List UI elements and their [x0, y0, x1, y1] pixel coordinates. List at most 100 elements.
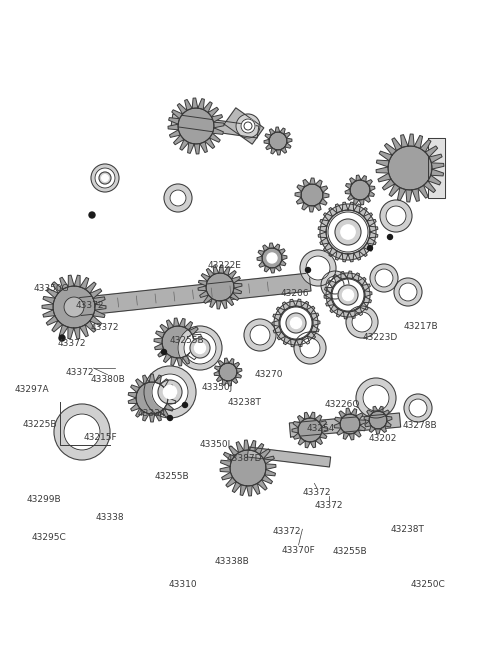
Polygon shape — [236, 368, 242, 373]
Polygon shape — [212, 115, 223, 122]
Polygon shape — [337, 428, 344, 435]
Text: 43350L: 43350L — [199, 440, 233, 449]
Polygon shape — [282, 302, 290, 310]
Circle shape — [64, 297, 84, 317]
Text: 43217B: 43217B — [403, 322, 438, 331]
Circle shape — [244, 319, 276, 351]
Polygon shape — [47, 288, 58, 298]
Polygon shape — [93, 297, 105, 304]
Polygon shape — [347, 271, 353, 278]
Polygon shape — [334, 423, 341, 428]
Polygon shape — [310, 412, 315, 419]
Circle shape — [178, 326, 222, 370]
Polygon shape — [351, 409, 357, 416]
Polygon shape — [93, 310, 105, 318]
Polygon shape — [198, 286, 206, 291]
Circle shape — [244, 122, 252, 130]
Polygon shape — [168, 124, 179, 130]
Polygon shape — [229, 446, 239, 457]
Text: 43270: 43270 — [254, 370, 283, 379]
Polygon shape — [349, 178, 356, 184]
Polygon shape — [264, 265, 270, 272]
Polygon shape — [307, 306, 315, 314]
Polygon shape — [420, 140, 431, 152]
Polygon shape — [305, 441, 310, 448]
Polygon shape — [277, 332, 286, 340]
Circle shape — [369, 411, 387, 429]
Circle shape — [190, 338, 210, 358]
Polygon shape — [290, 339, 297, 347]
Polygon shape — [330, 305, 338, 312]
Polygon shape — [172, 110, 182, 119]
Polygon shape — [428, 138, 445, 198]
Polygon shape — [369, 232, 378, 238]
Polygon shape — [383, 410, 389, 417]
Polygon shape — [80, 278, 89, 290]
Polygon shape — [270, 267, 275, 273]
Polygon shape — [218, 360, 224, 367]
Polygon shape — [320, 219, 329, 227]
Polygon shape — [42, 304, 53, 310]
Polygon shape — [208, 107, 218, 117]
Circle shape — [230, 450, 266, 486]
Polygon shape — [236, 441, 244, 453]
Circle shape — [301, 184, 323, 206]
Polygon shape — [167, 392, 176, 398]
Polygon shape — [198, 280, 207, 286]
Polygon shape — [269, 129, 275, 135]
Polygon shape — [386, 417, 392, 421]
Polygon shape — [408, 134, 414, 147]
Text: 43255B: 43255B — [155, 472, 189, 481]
Circle shape — [236, 114, 260, 138]
Polygon shape — [80, 325, 88, 337]
Polygon shape — [226, 297, 234, 306]
Polygon shape — [375, 428, 381, 434]
Circle shape — [178, 108, 214, 144]
Polygon shape — [247, 447, 331, 467]
Circle shape — [298, 418, 322, 442]
Polygon shape — [257, 479, 267, 490]
Polygon shape — [224, 267, 230, 276]
Polygon shape — [182, 355, 190, 364]
Polygon shape — [431, 169, 444, 176]
Text: 43334: 43334 — [137, 409, 166, 419]
Polygon shape — [258, 250, 264, 256]
Text: 43202: 43202 — [369, 434, 397, 443]
Polygon shape — [265, 134, 271, 140]
Circle shape — [91, 164, 119, 192]
Polygon shape — [201, 274, 210, 281]
Polygon shape — [425, 146, 438, 157]
Polygon shape — [318, 232, 327, 238]
Polygon shape — [342, 253, 348, 262]
Circle shape — [194, 343, 205, 354]
Circle shape — [380, 200, 412, 232]
Polygon shape — [167, 398, 176, 403]
Circle shape — [387, 234, 393, 240]
Circle shape — [335, 219, 361, 245]
Polygon shape — [85, 321, 96, 332]
Polygon shape — [191, 346, 200, 353]
Circle shape — [306, 256, 330, 280]
Circle shape — [375, 269, 393, 287]
Circle shape — [368, 246, 372, 250]
Polygon shape — [381, 426, 386, 432]
Polygon shape — [401, 135, 408, 147]
Polygon shape — [383, 179, 395, 190]
Polygon shape — [362, 284, 371, 291]
Circle shape — [343, 290, 353, 301]
Polygon shape — [363, 243, 372, 251]
Polygon shape — [264, 470, 276, 476]
Polygon shape — [235, 373, 241, 378]
Text: 43310: 43310 — [168, 580, 197, 590]
Polygon shape — [339, 411, 346, 418]
Polygon shape — [185, 100, 192, 111]
Polygon shape — [353, 273, 360, 281]
Text: 43223D: 43223D — [362, 333, 398, 343]
Polygon shape — [283, 336, 290, 345]
Polygon shape — [341, 271, 347, 280]
Polygon shape — [59, 325, 68, 337]
Polygon shape — [369, 186, 375, 191]
Polygon shape — [189, 327, 198, 335]
Polygon shape — [244, 440, 250, 451]
Circle shape — [363, 385, 389, 411]
